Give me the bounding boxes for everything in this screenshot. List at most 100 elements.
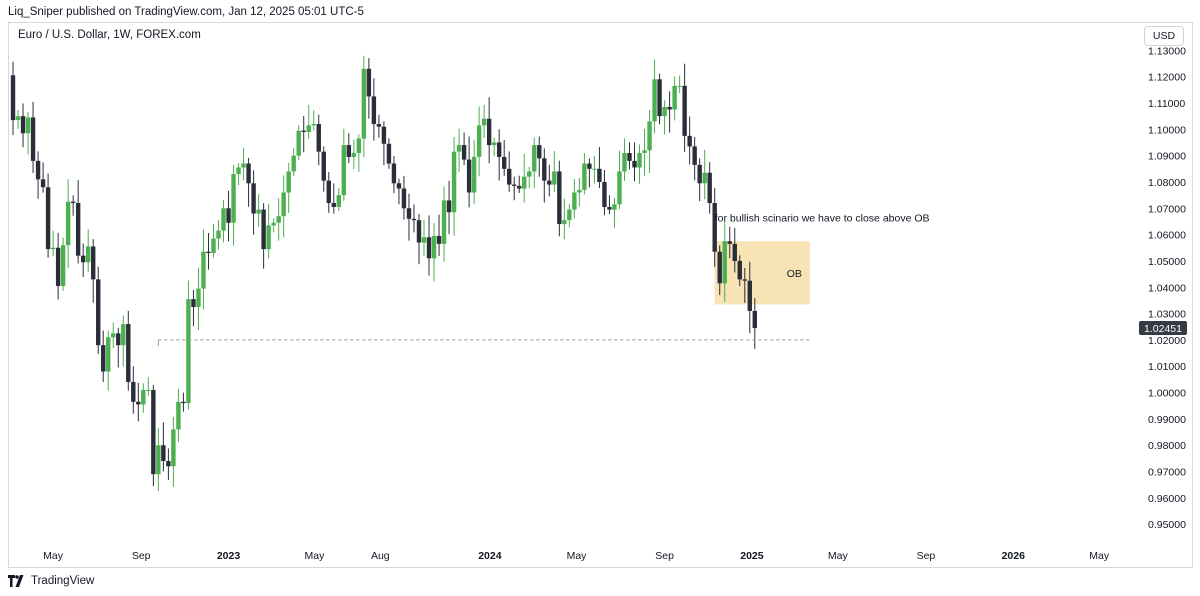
candle[interactable] [221, 200, 226, 243]
candle[interactable] [106, 330, 111, 391]
candle[interactable] [236, 163, 241, 186]
candle[interactable] [65, 179, 71, 269]
candle[interactable] [326, 172, 331, 213]
candle[interactable] [321, 146, 326, 192]
candle[interactable] [381, 121, 387, 166]
candle[interactable] [727, 226, 732, 259]
candle[interactable] [161, 422, 166, 472]
candle[interactable] [747, 261, 752, 334]
candle[interactable] [231, 164, 236, 246]
candle[interactable] [662, 100, 667, 135]
candle[interactable] [141, 383, 146, 413]
candle[interactable] [577, 177, 582, 207]
candle[interactable] [151, 385, 156, 487]
candle[interactable] [356, 134, 362, 172]
candle[interactable] [15, 109, 21, 129]
candle[interactable] [677, 75, 682, 93]
candle[interactable] [406, 193, 412, 241]
candle[interactable] [25, 111, 31, 155]
candle[interactable] [722, 220, 727, 302]
candle[interactable] [10, 61, 16, 136]
candle[interactable] [426, 215, 432, 276]
candle[interactable] [622, 138, 627, 181]
candle[interactable] [336, 187, 341, 211]
candle[interactable] [501, 139, 507, 176]
candle[interactable] [532, 137, 537, 189]
candle[interactable] [256, 194, 261, 227]
candle[interactable] [542, 148, 547, 203]
candle[interactable] [391, 155, 397, 194]
candle[interactable] [60, 237, 66, 291]
candle[interactable] [131, 366, 136, 414]
candle[interactable] [116, 327, 121, 368]
candle[interactable] [507, 151, 512, 192]
candle[interactable] [411, 204, 417, 233]
candle[interactable] [80, 243, 86, 278]
candle[interactable] [512, 176, 517, 201]
candle[interactable] [211, 223, 216, 258]
candle[interactable] [341, 128, 347, 201]
candle[interactable] [637, 144, 642, 184]
candle[interactable] [491, 137, 497, 157]
candle[interactable] [471, 140, 477, 205]
candle[interactable] [602, 170, 607, 216]
candle[interactable] [276, 198, 281, 241]
candle[interactable] [281, 175, 286, 238]
candle[interactable] [196, 267, 201, 331]
candle[interactable] [466, 136, 472, 208]
candle[interactable] [75, 180, 81, 264]
candle[interactable] [496, 129, 502, 181]
candle[interactable] [557, 160, 562, 237]
candle[interactable] [166, 448, 171, 481]
candle[interactable] [707, 162, 712, 214]
candle[interactable] [91, 239, 96, 303]
candle[interactable] [476, 106, 482, 177]
candle[interactable] [246, 157, 251, 207]
candle[interactable] [40, 162, 46, 193]
candle[interactable] [311, 110, 316, 131]
candle[interactable] [481, 104, 487, 139]
candle[interactable] [366, 58, 372, 119]
candle[interactable] [191, 289, 196, 327]
candle[interactable] [111, 322, 116, 349]
candle[interactable] [306, 104, 311, 139]
candle[interactable] [582, 153, 587, 195]
candle[interactable] [401, 175, 407, 220]
candle[interactable] [592, 155, 597, 184]
candle[interactable] [96, 266, 101, 354]
candle[interactable] [562, 198, 567, 240]
candle[interactable] [431, 222, 437, 282]
candle[interactable] [537, 136, 542, 177]
candle[interactable] [126, 310, 131, 391]
candle[interactable] [446, 180, 452, 235]
candle[interactable] [702, 149, 707, 200]
candle[interactable] [286, 162, 291, 213]
candle[interactable] [331, 183, 336, 214]
candle[interactable] [261, 203, 266, 269]
candle[interactable] [682, 63, 687, 153]
candle[interactable] [732, 227, 737, 273]
candle[interactable] [136, 382, 141, 422]
candle[interactable] [552, 151, 557, 193]
candle[interactable] [361, 55, 367, 158]
candle[interactable] [456, 128, 462, 173]
candle[interactable] [451, 136, 457, 236]
candle[interactable] [176, 388, 181, 443]
candle[interactable] [20, 103, 26, 148]
candle[interactable] [181, 392, 186, 412]
candle[interactable] [121, 315, 126, 367]
candle[interactable] [522, 153, 527, 203]
candle[interactable] [346, 133, 352, 164]
candle[interactable] [597, 147, 602, 188]
candle[interactable] [301, 116, 306, 153]
candle[interactable] [717, 245, 722, 295]
candle[interactable] [687, 116, 692, 165]
candle[interactable] [416, 213, 422, 265]
candle[interactable] [547, 164, 552, 197]
time-axis[interactable]: May Sep 2023 May Aug 2024 May Sep 2025 May Sep 2026… [43, 550, 1110, 562]
candle[interactable] [712, 188, 717, 267]
candle[interactable] [186, 280, 191, 410]
candle[interactable] [517, 175, 522, 193]
candle[interactable] [201, 229, 206, 310]
